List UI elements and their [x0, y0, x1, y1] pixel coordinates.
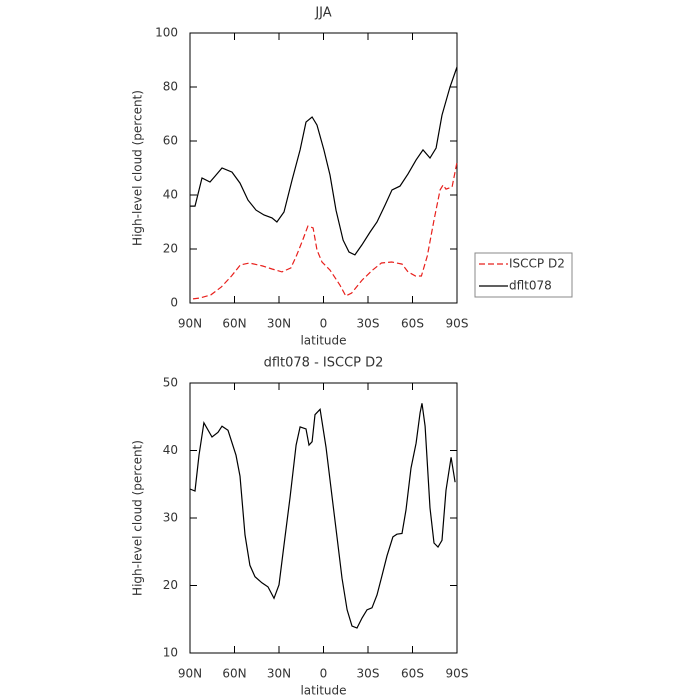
y-tick-label: 60 — [163, 134, 178, 148]
legend-label: dflt078 — [509, 279, 552, 293]
x-tick-label: 90N — [178, 667, 202, 681]
x-tick-label: 0 — [320, 317, 328, 331]
x-tick-label: 90S — [446, 667, 469, 681]
y-tick-label: 10 — [163, 646, 178, 660]
y-tick-label: 20 — [163, 578, 178, 592]
plot-frame — [189, 32, 458, 304]
data-line — [192, 161, 458, 300]
legend-box — [474, 252, 573, 298]
data-line — [189, 403, 456, 629]
y-axis-label: High-level cloud (percent) — [131, 440, 145, 596]
x-tick-label: 30S — [357, 667, 380, 681]
x-tick-label: 90S — [446, 317, 469, 331]
x-tick-label: 60N — [222, 317, 246, 331]
y-tick-label: 40 — [163, 443, 178, 457]
x-axis-label: latitude — [300, 334, 346, 348]
chart-title: dflt078 - ISCCP D2 — [264, 356, 384, 371]
x-tick-label: 60N — [222, 667, 246, 681]
x-tick-label: 30S — [357, 317, 380, 331]
y-tick-label: 30 — [163, 511, 178, 525]
y-tick-label: 0 — [170, 296, 178, 310]
y-tick-label: 50 — [163, 376, 178, 390]
legend-label: ISCCP D2 — [509, 257, 565, 271]
chart-title: JJA — [314, 6, 331, 21]
y-tick-label: 80 — [163, 80, 178, 94]
y-tick-label: 20 — [163, 242, 178, 256]
x-tick-label: 30N — [267, 667, 291, 681]
y-axis-label: High-level cloud (percent) — [131, 90, 145, 246]
x-tick-label: 60S — [401, 317, 424, 331]
x-axis-label: latitude — [300, 684, 346, 698]
y-tick-label: 40 — [163, 188, 178, 202]
x-tick-label: 90N — [178, 317, 202, 331]
y-tick-label: 100 — [155, 26, 178, 40]
data-line — [190, 66, 458, 256]
x-tick-label: 0 — [320, 667, 328, 681]
plot-frame — [189, 382, 458, 654]
x-tick-label: 60S — [401, 667, 424, 681]
x-tick-label: 30N — [267, 317, 291, 331]
